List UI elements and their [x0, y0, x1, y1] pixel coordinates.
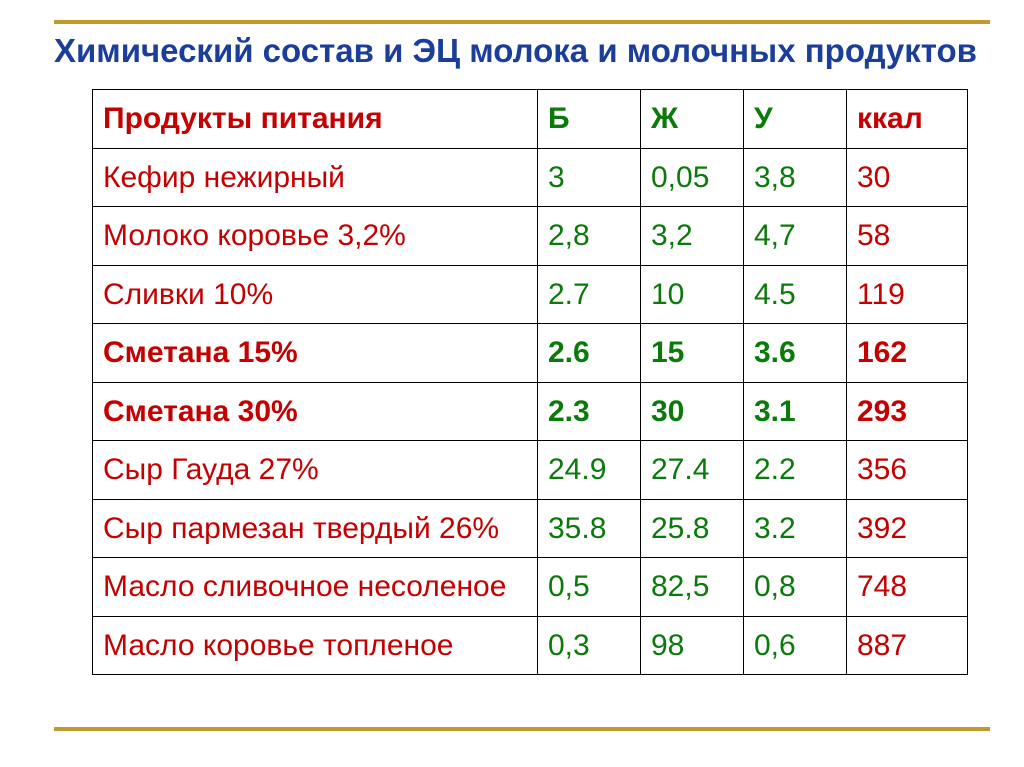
cell-b: 0,5 [538, 558, 641, 617]
table-row: Сметана 30% 2.3 30 3.1 293 [93, 382, 968, 441]
cell-kcal: 356 [847, 441, 968, 500]
col-header-b: Б [538, 90, 641, 149]
cell-name: Масло сливочное несоленое [93, 558, 538, 617]
cell-zh: 82,5 [641, 558, 744, 617]
cell-zh: 3,2 [641, 207, 744, 266]
cell-name: Сметана 30% [93, 382, 538, 441]
table-header-row: Продукты питания Б Ж У ккал [93, 90, 968, 149]
cell-name: Сливки 10% [93, 265, 538, 324]
cell-u: 3.1 [744, 382, 847, 441]
cell-b: 2.3 [538, 382, 641, 441]
cell-u: 3,8 [744, 148, 847, 207]
cell-u: 0,8 [744, 558, 847, 617]
cell-name: Масло коровье топленое [93, 616, 538, 675]
cell-b: 2,8 [538, 207, 641, 266]
table-row: Сметана 15% 2.6 15 3.6 162 [93, 324, 968, 383]
cell-b: 0,3 [538, 616, 641, 675]
col-header-kcal: ккал [847, 90, 968, 149]
table-row: Сыр пармезан твердый 26% 35.8 25.8 3.2 3… [93, 499, 968, 558]
cell-kcal: 392 [847, 499, 968, 558]
cell-u: 3.2 [744, 499, 847, 558]
cell-kcal: 119 [847, 265, 968, 324]
cell-zh: 98 [641, 616, 744, 675]
nutrition-table: Продукты питания Б Ж У ккал Кефир нежирн… [92, 89, 968, 675]
cell-name: Кефир нежирный [93, 148, 538, 207]
cell-u: 4.5 [744, 265, 847, 324]
table-row: Сливки 10% 2.7 10 4.5 119 [93, 265, 968, 324]
cell-zh: 15 [641, 324, 744, 383]
cell-zh: 27.4 [641, 441, 744, 500]
cell-kcal: 30 [847, 148, 968, 207]
page-title: Химический состав и ЭЦ молока и молочных… [54, 30, 990, 71]
col-header-name: Продукты питания [93, 90, 538, 149]
cell-zh: 30 [641, 382, 744, 441]
cell-name: Сметана 15% [93, 324, 538, 383]
cell-name: Сыр Гауда 27% [93, 441, 538, 500]
table-body: Кефир нежирный 3 0,05 3,8 30 Молоко коро… [93, 148, 968, 675]
cell-kcal: 293 [847, 382, 968, 441]
cell-name: Сыр пармезан твердый 26% [93, 499, 538, 558]
cell-b: 3 [538, 148, 641, 207]
table-row: Сыр Гауда 27% 24.9 27.4 2.2 356 [93, 441, 968, 500]
table-row: Масло сливочное несоленое 0,5 82,5 0,8 7… [93, 558, 968, 617]
cell-u: 4,7 [744, 207, 847, 266]
col-header-zh: Ж [641, 90, 744, 149]
cell-kcal: 162 [847, 324, 968, 383]
cell-b: 2.7 [538, 265, 641, 324]
col-header-u: У [744, 90, 847, 149]
cell-kcal: 887 [847, 616, 968, 675]
table-row: Молоко коровье 3,2% 2,8 3,2 4,7 58 [93, 207, 968, 266]
cell-b: 35.8 [538, 499, 641, 558]
table-row: Масло коровье топленое 0,3 98 0,6 887 [93, 616, 968, 675]
cell-name: Молоко коровье 3,2% [93, 207, 538, 266]
cell-kcal: 748 [847, 558, 968, 617]
top-rule [54, 20, 990, 24]
bottom-rule [54, 727, 990, 731]
cell-u: 0,6 [744, 616, 847, 675]
cell-zh: 10 [641, 265, 744, 324]
slide: Химический состав и ЭЦ молока и молочных… [0, 0, 1024, 767]
cell-b: 2.6 [538, 324, 641, 383]
cell-b: 24.9 [538, 441, 641, 500]
cell-u: 3.6 [744, 324, 847, 383]
cell-u: 2.2 [744, 441, 847, 500]
table-row: Кефир нежирный 3 0,05 3,8 30 [93, 148, 968, 207]
cell-zh: 25.8 [641, 499, 744, 558]
cell-kcal: 58 [847, 207, 968, 266]
cell-zh: 0,05 [641, 148, 744, 207]
